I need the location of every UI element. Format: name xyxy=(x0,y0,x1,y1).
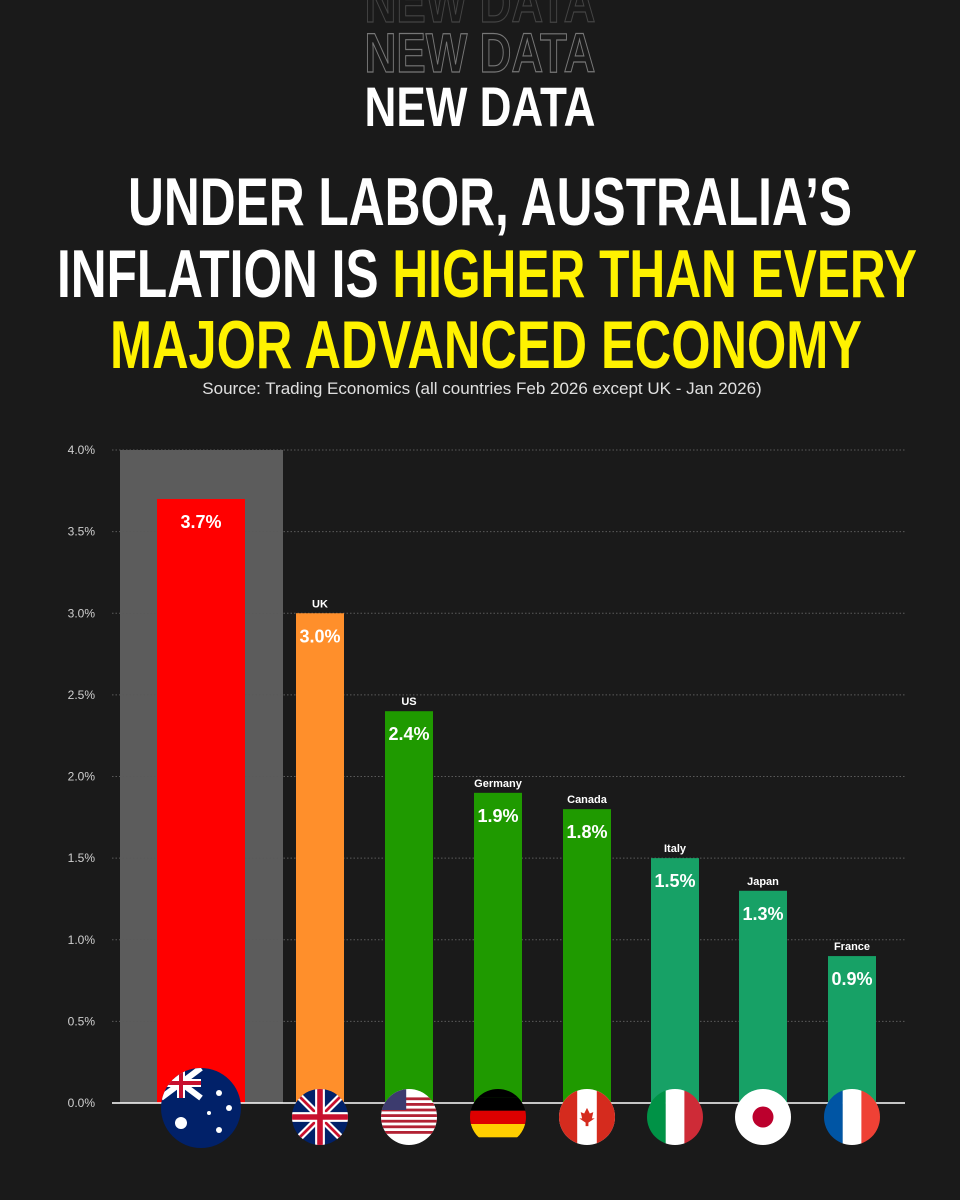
flag-part xyxy=(381,1131,437,1134)
flag xyxy=(161,1068,241,1148)
title-echo: NEW DATA xyxy=(365,0,596,34)
y-tick-label: 3.5% xyxy=(68,525,96,539)
flag-part xyxy=(207,1111,211,1115)
y-tick-label: 1.5% xyxy=(68,851,96,865)
value-label: 2.4% xyxy=(388,724,429,744)
title-echo: NEW DATA xyxy=(365,21,596,84)
value-label: 3.7% xyxy=(180,512,221,532)
flag-part xyxy=(861,1089,880,1145)
bar xyxy=(296,613,344,1103)
y-tick-label: 2.5% xyxy=(68,688,96,702)
flag-part xyxy=(470,1097,526,1111)
bar xyxy=(828,956,876,1103)
category-label: Japan xyxy=(747,876,779,888)
flag-part xyxy=(381,1119,437,1123)
bar xyxy=(739,890,787,1103)
bar xyxy=(563,809,611,1103)
flag-part xyxy=(842,1089,862,1145)
bar xyxy=(157,498,245,1104)
flag-part xyxy=(752,1106,774,1128)
flag-part xyxy=(579,1107,595,1127)
flag-part xyxy=(216,1127,222,1133)
flag-part xyxy=(647,1089,666,1145)
flag-art xyxy=(292,1089,348,1145)
category-label: France xyxy=(834,941,870,953)
flag xyxy=(559,1089,615,1145)
flag-art xyxy=(647,1089,703,1145)
flag-art xyxy=(735,1089,791,1145)
headline-part: HIGHER THAN EVERY xyxy=(392,236,917,312)
value-label: 1.3% xyxy=(742,904,783,924)
category-label: Germany xyxy=(474,778,523,790)
chart-title: NEW DATA xyxy=(365,75,596,138)
flag xyxy=(470,1089,526,1138)
flag-part xyxy=(470,1110,526,1124)
flag xyxy=(735,1089,791,1145)
headline-part: INFLATION IS xyxy=(57,236,392,312)
value-label: 1.5% xyxy=(654,871,695,891)
value-label: 1.9% xyxy=(477,806,518,826)
y-tick-label: 0.5% xyxy=(68,1014,96,1028)
headline-part: MAJOR ADVANCED ECONOMY xyxy=(110,307,862,383)
category-label: UK xyxy=(312,598,328,610)
flag-art xyxy=(381,1089,437,1145)
flag-part xyxy=(684,1089,703,1145)
flag-part xyxy=(665,1089,685,1145)
flag-part xyxy=(226,1105,232,1111)
flag-part xyxy=(470,1124,526,1138)
bar xyxy=(474,792,522,1103)
flag-part xyxy=(216,1090,222,1096)
y-tick-label: 3.0% xyxy=(68,606,96,620)
y-tick-label: 1.0% xyxy=(68,933,96,947)
category-label: US xyxy=(401,696,416,708)
headline-part: UNDER LABOR, AUSTRALIA’S xyxy=(128,164,852,240)
flag xyxy=(292,1089,348,1145)
flag-part xyxy=(381,1114,437,1117)
value-label: 1.8% xyxy=(566,822,607,842)
flag-part xyxy=(559,1089,578,1145)
flag-part xyxy=(381,1125,437,1129)
y-tick-label: 2.0% xyxy=(68,770,96,784)
y-tick-label: 4.0% xyxy=(68,443,96,457)
flag-part xyxy=(824,1089,843,1145)
flag-art xyxy=(559,1089,615,1145)
flag-part xyxy=(175,1117,187,1129)
flag-part xyxy=(381,1108,437,1112)
value-label: 3.0% xyxy=(299,626,340,646)
flag-art xyxy=(824,1089,880,1145)
value-label: 0.9% xyxy=(831,969,872,989)
subtitle: Source: Trading Economics (all countries… xyxy=(202,379,761,398)
flag-part xyxy=(596,1089,615,1145)
bar xyxy=(651,858,699,1103)
flag-part xyxy=(381,1097,437,1101)
headline: UNDER LABOR, AUSTRALIA’S xyxy=(128,164,852,240)
flag xyxy=(647,1089,703,1145)
flag xyxy=(824,1089,880,1145)
flag xyxy=(381,1089,437,1145)
flag-part xyxy=(381,1103,437,1106)
flag-art xyxy=(470,1089,526,1138)
category-label: Canada xyxy=(567,794,608,806)
flag-art xyxy=(161,1068,241,1148)
headline: INFLATION IS HIGHER THAN EVERY xyxy=(57,236,917,312)
headline: MAJOR ADVANCED ECONOMY xyxy=(110,307,862,383)
bar xyxy=(385,711,433,1103)
flag-part xyxy=(292,1089,348,1145)
y-tick-label: 0.0% xyxy=(68,1096,96,1110)
flag-part xyxy=(470,1089,526,1098)
category-label: Italy xyxy=(664,843,687,855)
